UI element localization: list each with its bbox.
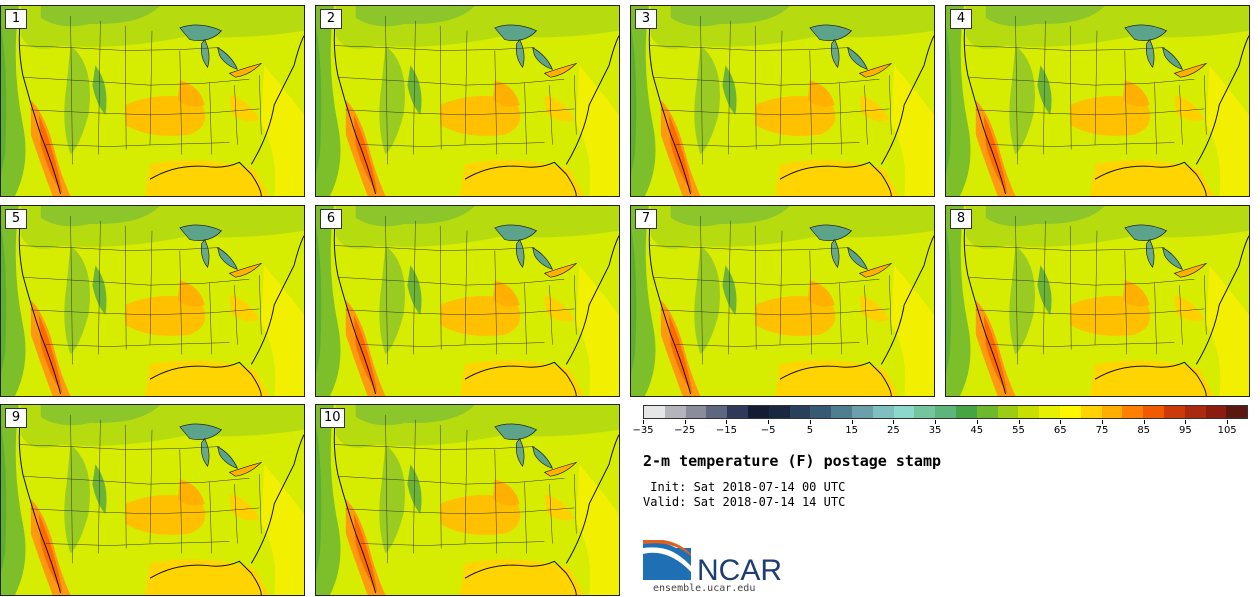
chart-title: 2-m temperature (F) postage stamp xyxy=(643,452,942,470)
ensemble-member-panel: 7 xyxy=(630,205,935,397)
temperature-map xyxy=(631,6,934,196)
colorbar-cell xyxy=(727,406,748,418)
member-label: 6 xyxy=(320,209,342,229)
colorbar-tick-label: 85 xyxy=(1137,425,1151,436)
temperature-map xyxy=(946,206,1249,396)
colorbar-cell xyxy=(1226,406,1248,418)
colorbar-tick-label: 55 xyxy=(1012,425,1025,436)
colorbar-cell xyxy=(1163,406,1185,418)
ensemble-member-panel: 1 xyxy=(0,5,305,197)
colorbar-cell xyxy=(851,406,873,418)
ncar-logo: NCAR xyxy=(643,540,782,585)
colorbar-cell xyxy=(685,406,707,418)
colorbar-cell xyxy=(1101,406,1123,418)
colorbar-cell xyxy=(997,406,1019,418)
colorbar-cell xyxy=(935,406,956,418)
colorbar-cell xyxy=(955,406,977,418)
colorbar-tick xyxy=(1101,420,1103,424)
valid-time: Valid: Sat 2018-07-14 14 UTC xyxy=(643,495,846,509)
temperature-map xyxy=(1,206,304,396)
colorbar-cell xyxy=(664,406,686,418)
colorbar-cell xyxy=(831,406,852,418)
colorbar-tick-label: 65 xyxy=(1053,425,1067,436)
ensemble-member-panel: 9 xyxy=(0,404,305,596)
temperature-map xyxy=(316,6,619,196)
ensemble-member-panel: 10 xyxy=(315,404,620,596)
init-time: Init: Sat 2018-07-14 00 UTC xyxy=(643,480,846,494)
colorbar-tick-label: 35 xyxy=(928,425,942,436)
colorbar-cell xyxy=(1184,406,1206,418)
colorbar-tick-label: 95 xyxy=(1179,425,1192,436)
colorbar-tick xyxy=(1143,420,1145,424)
colorbar-cell xyxy=(1039,406,1060,418)
colorbar-tick-label: 105 xyxy=(1217,425,1237,436)
colorbar-tick xyxy=(768,420,770,424)
source-url: ensemble.ucar.edu xyxy=(653,583,756,594)
colorbar-cell xyxy=(644,406,665,418)
colorbar-tick-label: 25 xyxy=(886,425,900,436)
colorbar-tick xyxy=(976,420,978,424)
ensemble-member-panel: 5 xyxy=(0,205,305,397)
colorbar-tick-label: 15 xyxy=(845,425,858,436)
colorbar-tick-label: −35 xyxy=(632,425,654,436)
colorbar-cell xyxy=(1080,406,1102,418)
colorbar-cell xyxy=(872,406,894,418)
colorbar-cell xyxy=(914,406,936,418)
member-label: 9 xyxy=(5,408,27,428)
colorbar-tick xyxy=(809,420,811,424)
temperature-colorbar xyxy=(643,405,1248,419)
member-label: 4 xyxy=(950,9,972,29)
temperature-map xyxy=(946,6,1249,196)
colorbar-cell xyxy=(976,406,998,418)
colorbar-cell xyxy=(1205,406,1227,418)
ensemble-member-panel: 3 xyxy=(630,5,935,197)
colorbar-tick xyxy=(1185,420,1187,424)
colorbar-cell xyxy=(1018,406,1040,418)
member-label: 10 xyxy=(320,408,345,428)
colorbar-cell xyxy=(1059,406,1081,418)
member-label: 5 xyxy=(5,209,27,229)
colorbar-cell xyxy=(1122,406,1144,418)
ensemble-member-panel: 6 xyxy=(315,205,620,397)
member-label: 2 xyxy=(320,9,342,29)
temperature-map xyxy=(316,206,619,396)
colorbar-tick-label: 75 xyxy=(1095,425,1109,436)
colorbar-tick xyxy=(726,420,728,424)
ensemble-member-panel: 4 xyxy=(945,5,1250,197)
colorbar-ticks: −35−25−15−55152535455565758595105115 xyxy=(632,420,1260,440)
colorbar-tick xyxy=(851,420,853,424)
colorbar-tick xyxy=(1018,420,1020,424)
member-label: 8 xyxy=(950,209,972,229)
colorbar-tick xyxy=(935,420,937,424)
member-label: 3 xyxy=(635,9,657,29)
colorbar-tick xyxy=(684,420,686,424)
colorbar-tick xyxy=(1060,420,1062,424)
colorbar-tick-label: −25 xyxy=(674,425,696,436)
colorbar-tick-label: 45 xyxy=(970,425,984,436)
colorbar-cell xyxy=(893,406,915,418)
temperature-map xyxy=(631,206,934,396)
logo-text: NCAR xyxy=(697,554,782,585)
colorbar-tick xyxy=(643,420,644,424)
colorbar-cell xyxy=(706,406,728,418)
temperature-map xyxy=(1,405,304,595)
temperature-map xyxy=(316,405,619,595)
member-label: 1 xyxy=(5,9,27,29)
member-label: 7 xyxy=(635,209,657,229)
colorbar-cell xyxy=(810,406,832,418)
colorbar-tick xyxy=(893,420,895,424)
colorbar-cell xyxy=(1143,406,1164,418)
colorbar-cell xyxy=(768,406,790,418)
colorbar-tick-label: 5 xyxy=(806,425,814,436)
colorbar-cell xyxy=(747,406,769,418)
colorbar-cell xyxy=(789,406,811,418)
temperature-map xyxy=(1,6,304,196)
ensemble-member-panel: 8 xyxy=(945,205,1250,397)
colorbar-tick-label: −15 xyxy=(715,425,737,436)
ensemble-member-panel: 2 xyxy=(315,5,620,197)
colorbar-tick-label: −5 xyxy=(760,425,776,436)
colorbar-tick xyxy=(1227,420,1229,424)
